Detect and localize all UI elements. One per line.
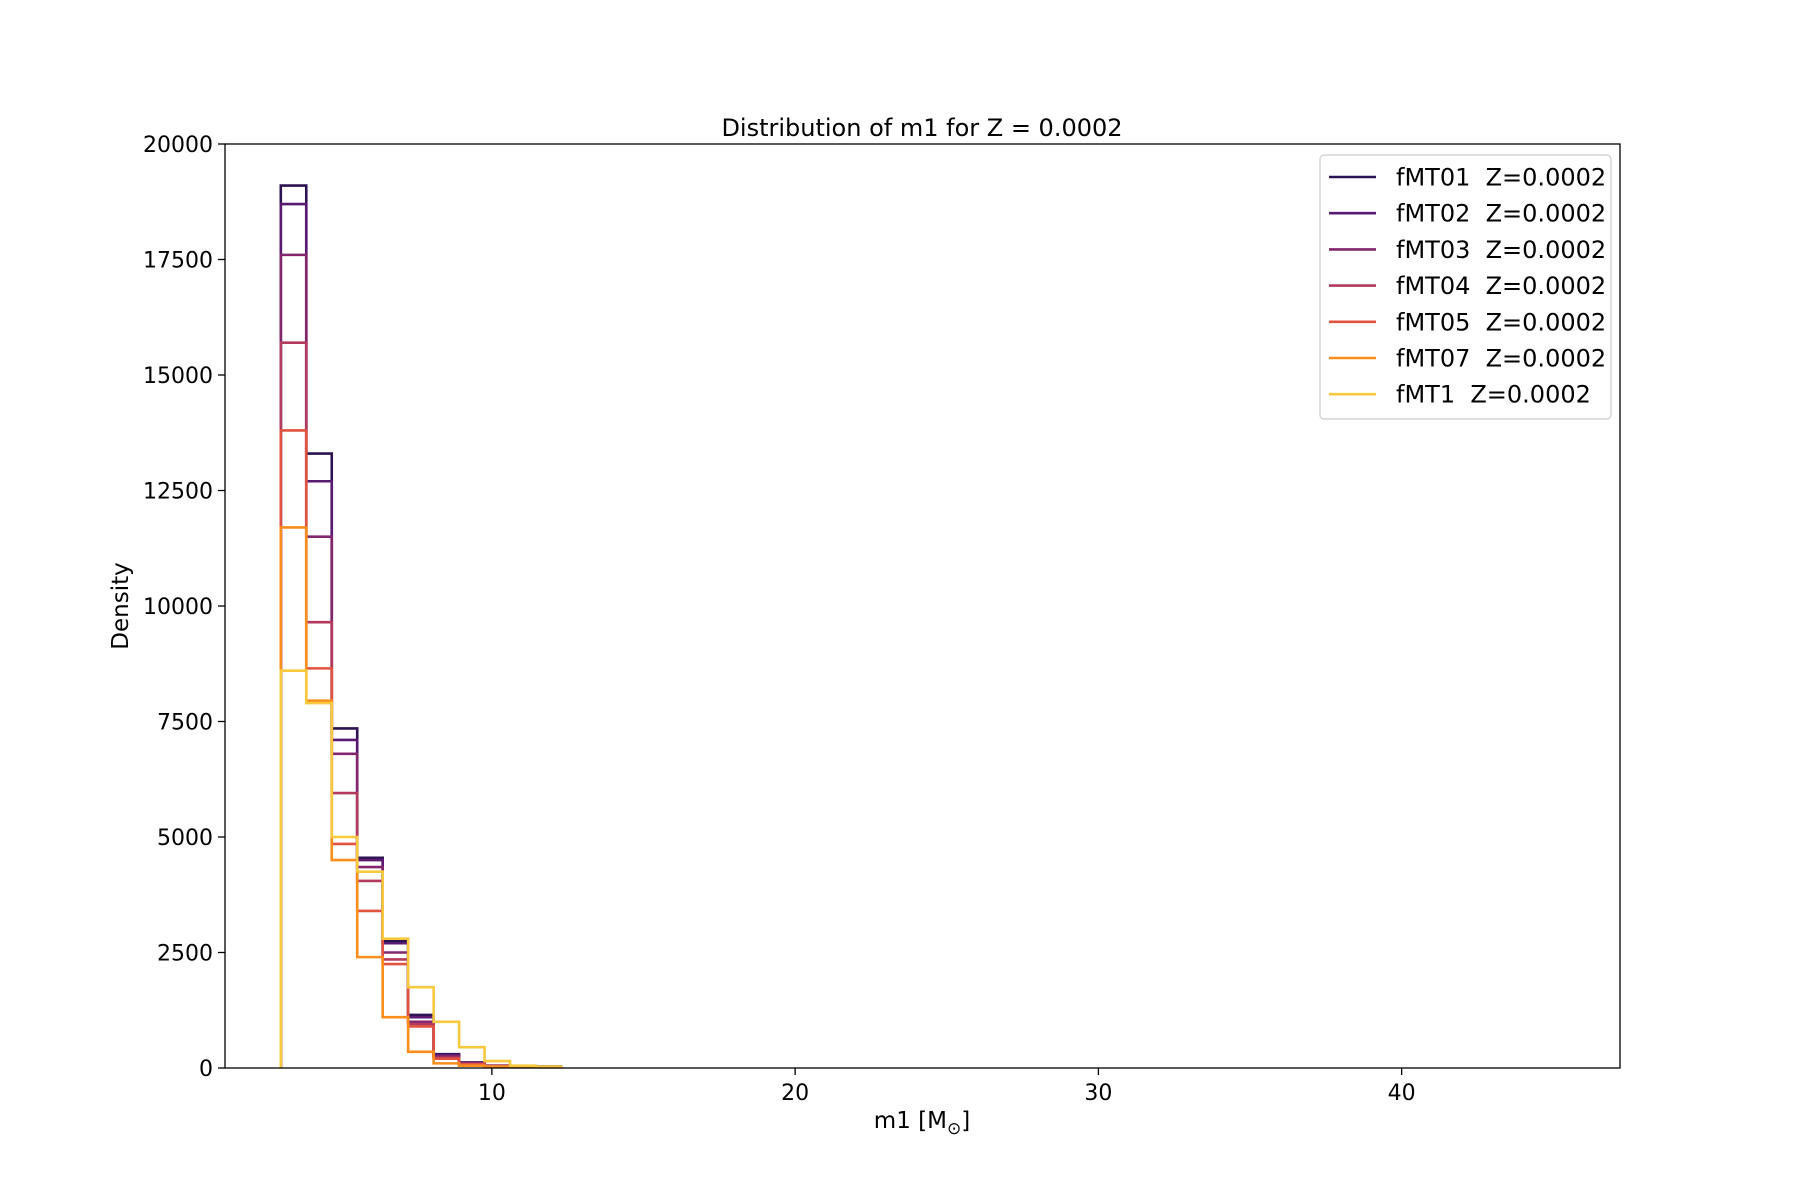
legend-label: fMT1 Z=0.0002: [1396, 381, 1591, 409]
x-axis-title: m1 [M⊙]: [874, 1108, 970, 1139]
plot-area: [279, 184, 563, 1069]
y-tick-label: 0: [199, 1057, 213, 1082]
y-tick-label: 2500: [157, 942, 213, 967]
x-axis-title-main: m1 [M: [874, 1108, 947, 1134]
legend-label: fMT05 Z=0.0002: [1396, 308, 1606, 336]
legend: fMT01 Z=0.0002 fMT02 Z=0.0002 fMT03 Z=0.00…: [1319, 154, 1612, 420]
y-axis-title: Density: [108, 562, 134, 649]
legend-label: fMT07 Z=0.0002: [1396, 345, 1606, 373]
y-axis: 0 2500 5000 7500 10000 12500 15000 17500 20000: [143, 133, 225, 1082]
x-tick-label: 40: [1388, 1081, 1416, 1106]
histogram-series-7: [279, 669, 563, 1068]
legend-label: fMT04 Z=0.0002: [1396, 272, 1606, 300]
histogram-series-6: [279, 526, 563, 1069]
x-axis: 10 20 30 40: [478, 1068, 1416, 1106]
y-tick-label: 12500: [143, 480, 213, 505]
y-tick-label: 7500: [157, 711, 213, 736]
y-tick-label: 20000: [143, 133, 213, 158]
x-axis-title-sub: ⊙: [947, 1119, 961, 1139]
x-tick-label: 10: [478, 1081, 506, 1106]
x-tick-label: 20: [781, 1081, 809, 1106]
y-tick-label: 17500: [143, 249, 213, 274]
x-axis-title-close: ]: [961, 1108, 970, 1134]
legend-box: [1319, 154, 1612, 420]
x-tick-label: 30: [1084, 1081, 1112, 1106]
chart-title: Distribution of m1 for Z = 0.0002: [721, 114, 1122, 142]
y-tick-label: 5000: [157, 826, 213, 851]
legend-label: fMT02 Z=0.0002: [1396, 200, 1606, 228]
legend-label: fMT01 Z=0.0002: [1396, 164, 1606, 192]
y-tick-label: 15000: [143, 364, 213, 389]
legend-label: fMT03 Z=0.0002: [1396, 236, 1606, 264]
y-tick-label: 10000: [143, 595, 213, 620]
